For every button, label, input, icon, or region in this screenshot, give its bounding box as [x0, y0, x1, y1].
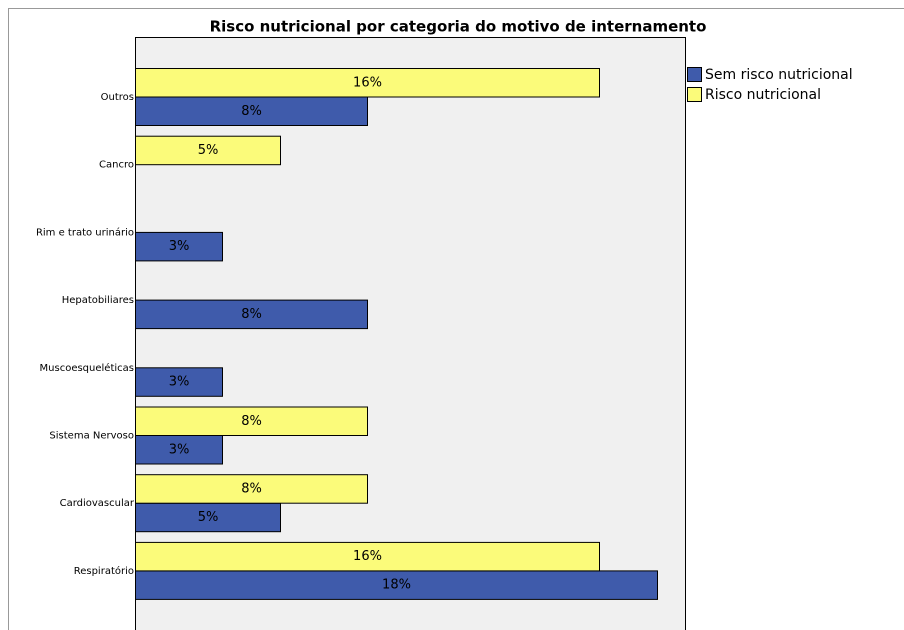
legend-swatch: [687, 87, 702, 102]
value-label: 8%: [241, 307, 262, 322]
plot-area: [135, 37, 686, 630]
legend-label: Sem risco nutricional: [705, 67, 853, 83]
bar: [135, 474, 368, 504]
category-label: Cardiovascular: [60, 498, 135, 509]
bar: [135, 406, 368, 436]
bar: [135, 299, 368, 330]
category-label: Outros: [101, 92, 134, 103]
category-label: Sistema Nervoso: [49, 431, 134, 442]
legend-swatch: [687, 67, 702, 82]
value-label: 3%: [169, 239, 190, 254]
bar: [135, 68, 600, 98]
value-label: 18%: [382, 578, 411, 593]
bar: [135, 367, 223, 397]
value-label: 8%: [241, 481, 262, 496]
value-label: 5%: [198, 510, 219, 525]
category-label: Muscoesqueléticas: [40, 362, 134, 374]
category-label: Respiratório: [74, 565, 134, 577]
category-label: Rim e trato urinário: [36, 226, 134, 238]
value-label: 8%: [241, 414, 262, 429]
bar: [135, 541, 600, 572]
value-label: 16%: [353, 75, 382, 90]
value-label: 8%: [241, 104, 262, 119]
value-label: 3%: [169, 442, 190, 457]
bar: [135, 135, 281, 166]
legend-label: Risco nutricional: [705, 87, 821, 103]
value-label: 16%: [353, 549, 382, 564]
outer-frame: [8, 8, 904, 630]
value-label: 5%: [198, 143, 219, 158]
chart-title: Risco nutricional por categoria do motiv…: [210, 18, 707, 36]
category-label: Cancro: [99, 160, 134, 171]
bar: [135, 570, 658, 600]
bar: [135, 231, 223, 262]
value-label: 3%: [169, 375, 190, 390]
category-label: Hepatobiliares: [62, 295, 134, 306]
bar: [135, 502, 281, 533]
